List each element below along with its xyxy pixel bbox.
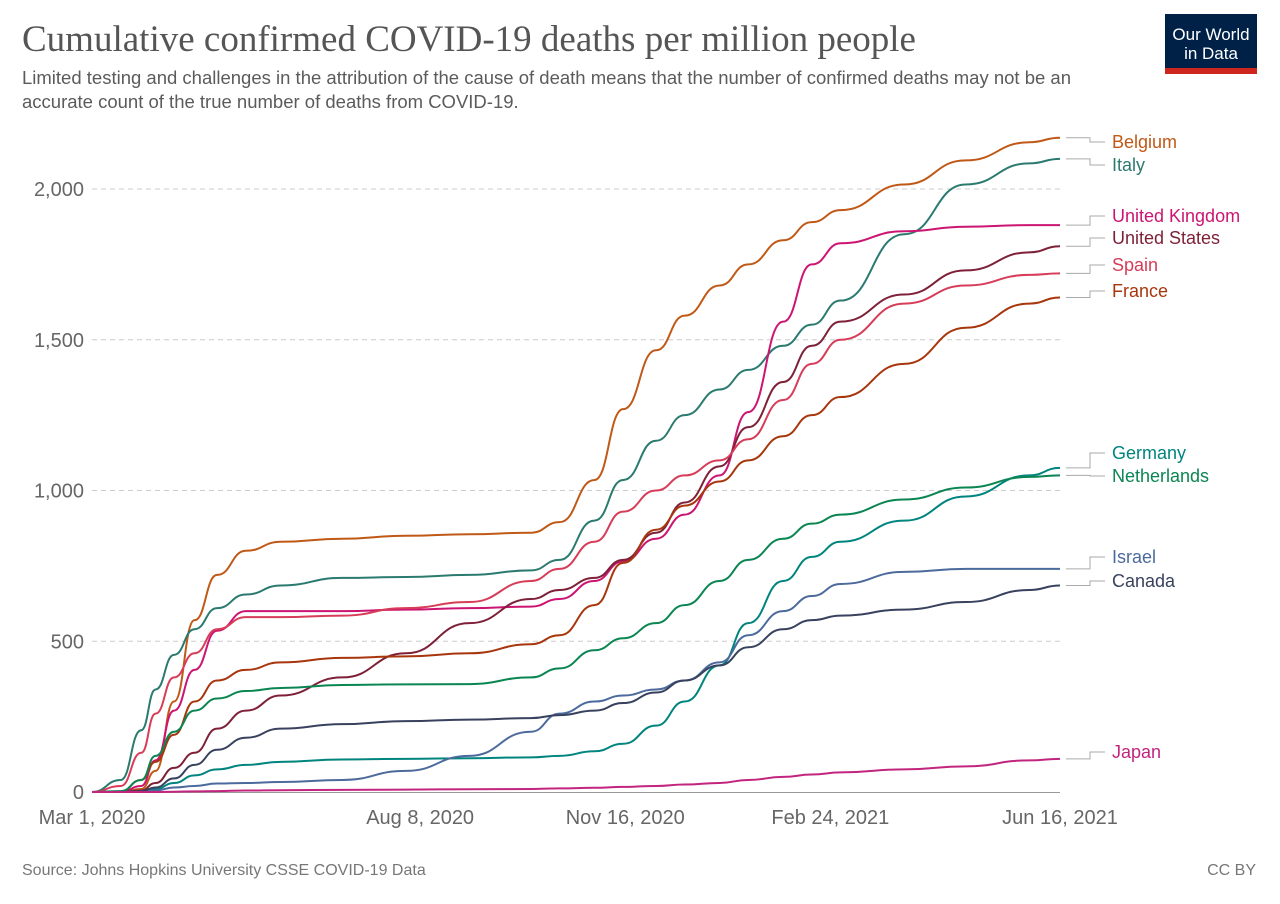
y-tick-label: 1,000 bbox=[34, 481, 84, 503]
series-line-germany[interactable] bbox=[91, 466, 1061, 794]
y-tick-label: 2,000 bbox=[34, 179, 84, 201]
logo-bar bbox=[1165, 68, 1257, 74]
series-label[interactable]: Spain bbox=[1112, 255, 1158, 275]
series-line-belgium[interactable] bbox=[91, 136, 1061, 794]
x-tick-label: Mar 1, 2020 bbox=[39, 807, 146, 829]
logo-text: Our World in Data bbox=[1172, 25, 1250, 63]
series-line-israel[interactable] bbox=[91, 567, 1060, 794]
label-connector bbox=[1066, 751, 1105, 760]
y-tick-label: 0 bbox=[73, 782, 84, 804]
series-line-france[interactable] bbox=[91, 296, 1061, 793]
license-link[interactable]: CC BY bbox=[1207, 862, 1256, 879]
label-connector bbox=[1066, 290, 1105, 299]
label-connector bbox=[1066, 452, 1105, 469]
x-tick-label: Feb 24, 2021 bbox=[771, 807, 889, 829]
series-line-spain[interactable] bbox=[91, 272, 1061, 793]
label-connector bbox=[1066, 137, 1105, 143]
label-connector bbox=[1066, 556, 1105, 570]
source-note: Source: Johns Hopkins University CSSE CO… bbox=[22, 862, 426, 879]
label-connector bbox=[1066, 215, 1105, 226]
series-label[interactable]: United States bbox=[1112, 228, 1220, 248]
series-line-united-kingdom[interactable] bbox=[91, 224, 1060, 794]
series-line-canada[interactable] bbox=[91, 584, 1061, 794]
x-tick-label: Nov 16, 2020 bbox=[566, 807, 685, 829]
x-tick-label: Jun 16, 2021 bbox=[1002, 807, 1118, 829]
label-connector bbox=[1066, 474, 1105, 477]
series-label[interactable]: Netherlands bbox=[1112, 466, 1209, 486]
series-line-netherlands[interactable] bbox=[91, 474, 1061, 793]
series-label[interactable]: Israel bbox=[1112, 547, 1156, 567]
y-tick-label: 500 bbox=[51, 631, 84, 653]
series-label[interactable]: Germany bbox=[1112, 443, 1186, 463]
series-line-italy[interactable] bbox=[91, 157, 1061, 793]
label-connector bbox=[1066, 237, 1105, 247]
series-label[interactable]: Japan bbox=[1112, 742, 1161, 762]
x-tick-label: Aug 8, 2020 bbox=[366, 807, 474, 829]
series-line-japan[interactable] bbox=[91, 757, 1061, 794]
series-label[interactable]: France bbox=[1112, 281, 1168, 301]
label-connector bbox=[1066, 158, 1105, 166]
chart-title: Cumulative confirmed COVID-19 deaths per… bbox=[22, 19, 916, 60]
series-label[interactable]: United Kingdom bbox=[1112, 206, 1240, 226]
label-connector bbox=[1066, 264, 1105, 274]
chart-subtitle: Limited testing and challenges in the at… bbox=[22, 67, 1071, 112]
label-connector bbox=[1066, 580, 1105, 586]
series-label[interactable]: Belgium bbox=[1112, 132, 1177, 152]
owid-logo[interactable]: Our World in Data bbox=[1165, 14, 1257, 74]
series-label[interactable]: Canada bbox=[1112, 571, 1176, 591]
series-label[interactable]: Italy bbox=[1112, 155, 1145, 175]
y-tick-label: 1,500 bbox=[34, 330, 84, 352]
series-line-united-states[interactable] bbox=[91, 245, 1061, 794]
